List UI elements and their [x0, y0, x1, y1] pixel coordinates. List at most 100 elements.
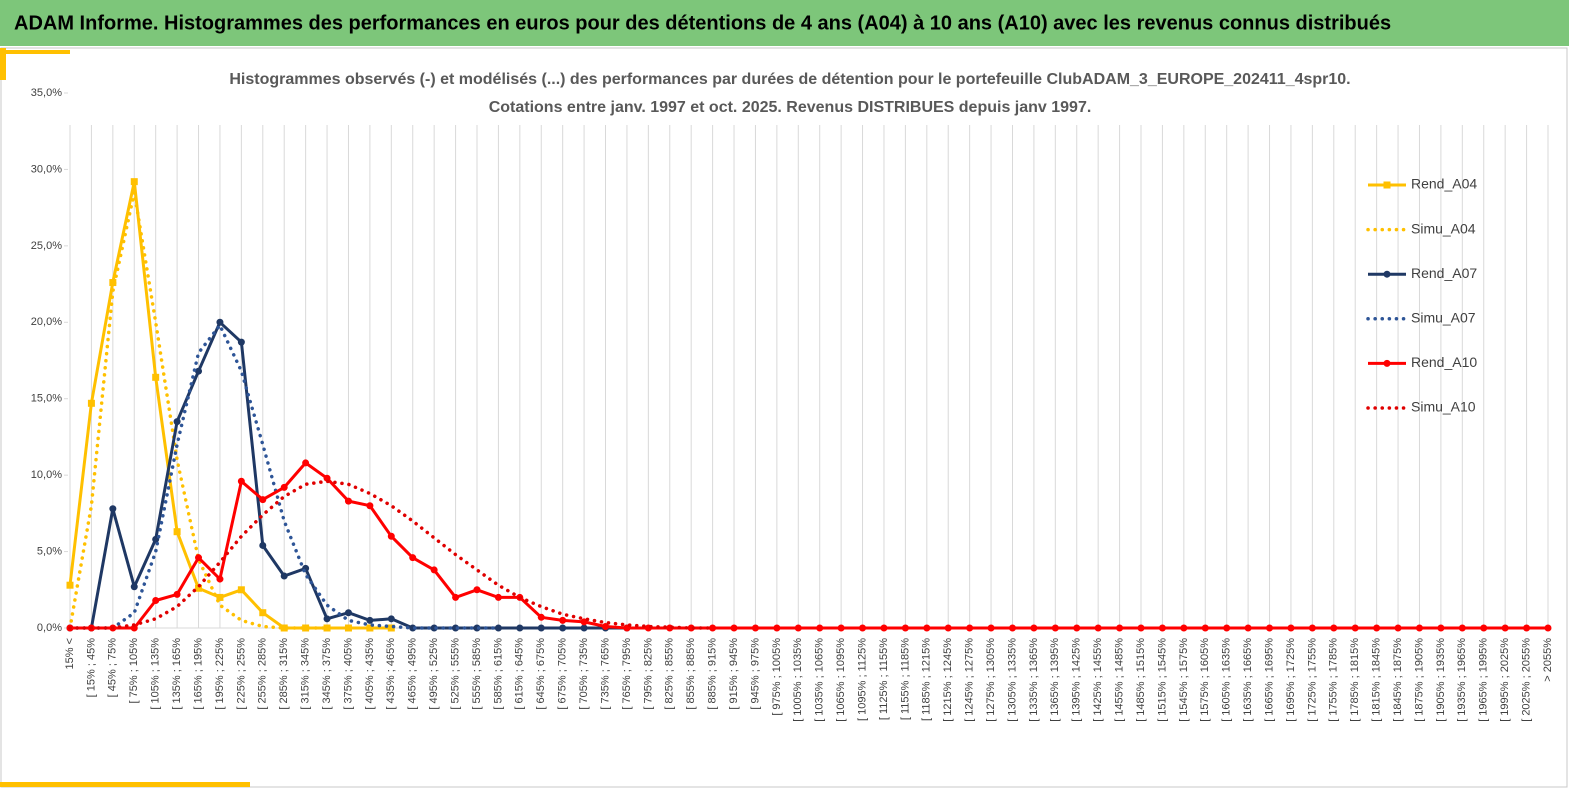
- legend-label: Rend_A04: [1411, 176, 1477, 192]
- marker: [1137, 624, 1145, 632]
- x-tick-label: [ 2025% ; 2055%: [1520, 638, 1532, 722]
- marker: [537, 624, 545, 632]
- marker: [216, 318, 224, 326]
- x-tick-label: [ 525% ; 555%: [449, 638, 461, 710]
- marker: [1373, 624, 1381, 632]
- marker: [709, 624, 717, 632]
- x-tick-label: [ 15% ; 45%: [85, 638, 97, 698]
- x-tick-label: [ 1785% ; 1815%: [1349, 638, 1361, 722]
- marker: [751, 624, 759, 632]
- x-tick-label: [ 195% ; 225%: [214, 638, 226, 710]
- chart-title: Histogrammes observés (-) et modélisés (…: [229, 71, 1350, 88]
- x-tick-label: [ 585% ; 615%: [492, 638, 504, 710]
- marker: [173, 590, 181, 598]
- x-tick-label: [ 1665% ; 1695%: [1263, 638, 1275, 722]
- marker: [259, 496, 267, 504]
- marker: [66, 581, 74, 589]
- x-tick-label: [ 915% ; 945%: [728, 638, 740, 710]
- marker: [344, 497, 352, 505]
- x-tick-label: [ 825% ; 855%: [664, 638, 676, 710]
- x-tick-label: > 2055%: [1542, 638, 1554, 682]
- x-tick-label: [ 1065% ; 1095%: [835, 638, 847, 722]
- marker: [1244, 624, 1252, 632]
- marker: [1394, 624, 1402, 632]
- marker: [452, 593, 460, 601]
- x-tick-label: [ 315% ; 345%: [300, 638, 312, 710]
- marker: [1266, 624, 1274, 632]
- x-tick-label: [ 885% ; 915%: [707, 638, 719, 710]
- marker: [216, 593, 224, 601]
- x-tick-label: [ 1185% ; 1215%: [921, 638, 933, 721]
- x-tick-label: [ 1335% ; 1365%: [1028, 638, 1040, 722]
- marker: [387, 615, 395, 623]
- marker: [602, 622, 610, 630]
- marker: [280, 624, 288, 632]
- marker: [152, 373, 160, 381]
- marker: [216, 575, 224, 583]
- marker: [344, 624, 352, 632]
- accent: [0, 50, 70, 54]
- chart-frame: [0, 47, 1568, 788]
- marker: [259, 541, 267, 549]
- marker: [452, 624, 460, 632]
- legend-label: Simu_A10: [1411, 399, 1476, 415]
- marker: [494, 593, 502, 601]
- marker: [1094, 624, 1102, 632]
- marker: [173, 528, 181, 536]
- marker: [859, 624, 867, 632]
- marker: [1480, 624, 1488, 632]
- y-tick-label: 30,0%: [31, 163, 62, 175]
- legend-label: Rend_A10: [1411, 354, 1477, 370]
- marker: [259, 609, 267, 617]
- x-tick-label: [ 345% ; 375%: [321, 638, 333, 710]
- marker: [773, 624, 781, 632]
- header-title: ADAM Informe. Histogrammes des performan…: [14, 12, 1391, 34]
- marker: [195, 584, 203, 592]
- marker: [559, 616, 567, 624]
- marker: [280, 572, 288, 580]
- marker: [409, 554, 417, 562]
- x-tick-label: [ 1455% ; 1485%: [1114, 638, 1126, 722]
- x-tick-label: [ 1965% ; 1995%: [1478, 638, 1490, 722]
- x-tick-label: [ 705% ; 735%: [578, 638, 590, 710]
- x-tick-label: [ 1905% ; 1935%: [1435, 638, 1447, 722]
- accent: [0, 48, 6, 80]
- x-tick-label: [ 1275% ; 1305%: [985, 638, 997, 722]
- x-tick-label: [ 1125% ; 1155%: [878, 638, 890, 720]
- legend-marker: [1383, 181, 1391, 189]
- x-tick-label: [ 75% ; 105%: [128, 638, 140, 704]
- legend-label: Rend_A07: [1411, 265, 1477, 281]
- marker: [130, 178, 138, 186]
- marker: [1523, 624, 1531, 632]
- marker: [794, 624, 802, 632]
- x-tick-label: [ 765% ; 795%: [621, 638, 633, 710]
- series-line: [70, 461, 1548, 630]
- marker: [1051, 624, 1059, 632]
- marker: [173, 418, 181, 426]
- x-tick-label: [ 855% ; 885%: [685, 638, 697, 710]
- x-tick-label: [ 1485% ; 1515%: [1135, 638, 1147, 722]
- legend-label: Simu_A07: [1411, 310, 1476, 326]
- x-tick-label: [ 165% ; 195%: [192, 638, 204, 710]
- x-tick-label: [ 1395% ; 1425%: [1071, 638, 1083, 722]
- y-tick-label: 10,0%: [31, 469, 62, 481]
- marker: [966, 624, 974, 632]
- x-tick-label: [ 795% ; 825%: [642, 638, 654, 710]
- marker: [344, 609, 352, 617]
- x-tick-label: [ 1575% ; 1605%: [1199, 638, 1211, 722]
- marker: [537, 613, 545, 621]
- x-tick-label: [ 435% ; 465%: [385, 638, 397, 710]
- x-tick-label: [ 1935% ; 1965%: [1456, 638, 1468, 722]
- marker: [559, 624, 567, 632]
- x-tick-label: [ 555% ; 585%: [471, 638, 483, 710]
- marker: [1544, 624, 1552, 632]
- marker: [987, 624, 995, 632]
- marker: [516, 624, 524, 632]
- marker: [1073, 624, 1081, 632]
- x-tick-label: [ 1365% ; 1395%: [1049, 638, 1061, 722]
- x-tick-label: [ 285% ; 315%: [278, 638, 290, 710]
- x-tick-label: [ 1305% ; 1335%: [1006, 638, 1018, 722]
- x-tick-label: [ 255% ; 285%: [257, 638, 269, 710]
- marker: [1223, 624, 1231, 632]
- marker: [323, 624, 331, 632]
